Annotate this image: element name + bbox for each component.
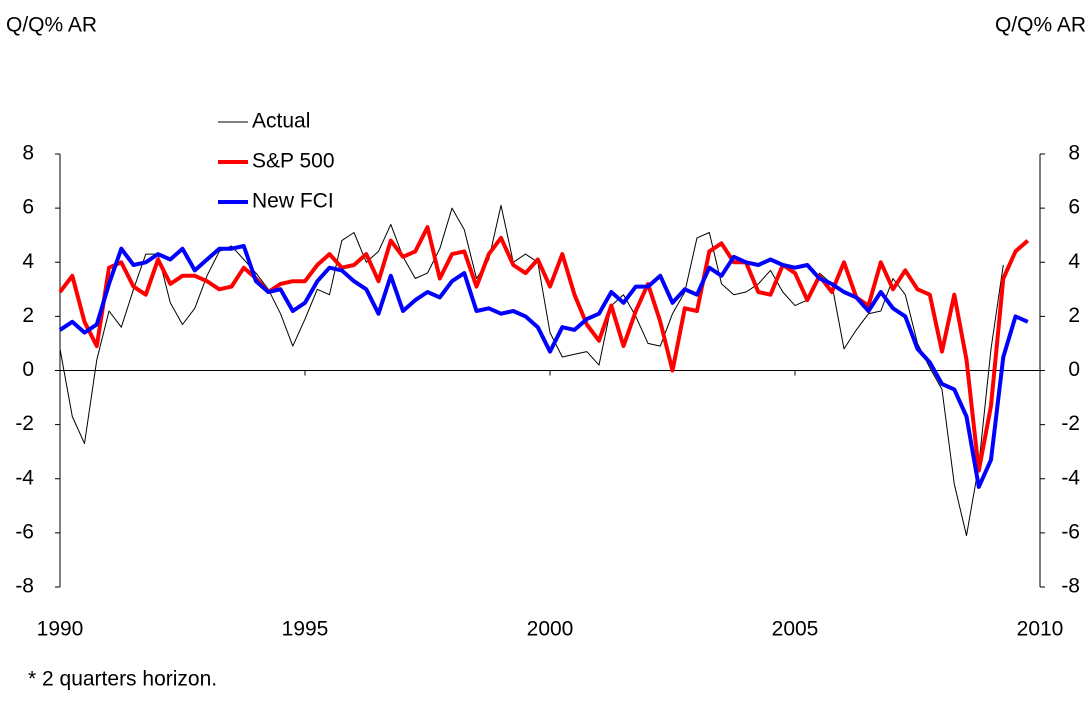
y2-tick-label: 0 bbox=[1068, 358, 1080, 381]
y-tick-label: 0 bbox=[22, 358, 34, 381]
y2-tick-label: -2 bbox=[1061, 412, 1080, 435]
y2-tick-label: -4 bbox=[1061, 466, 1080, 489]
y2-axis-label: Q/Q% AR bbox=[995, 14, 1086, 37]
legend-label: S&P 500 bbox=[252, 150, 335, 173]
series-line bbox=[58, 225, 1030, 473]
y-tick-label: -2 bbox=[15, 412, 34, 435]
y2-tick-label: -6 bbox=[1061, 520, 1080, 543]
y2-tick-label: -8 bbox=[1061, 575, 1080, 598]
y-tick-label: 4 bbox=[22, 250, 34, 273]
y2-tick-label: 6 bbox=[1068, 196, 1080, 219]
y-tick-label: 2 bbox=[22, 304, 34, 327]
x-tick-label: 2005 bbox=[772, 618, 819, 641]
y-axis-label: Q/Q% AR bbox=[6, 14, 97, 37]
footnote: * 2 quarters horizon. bbox=[28, 668, 217, 691]
y-tick-label: -4 bbox=[15, 466, 34, 489]
y2-tick-label: 2 bbox=[1068, 304, 1080, 327]
y-tick-label: 8 bbox=[22, 142, 34, 165]
x-tick-label: 2000 bbox=[527, 618, 574, 641]
x-tick-label: 2010 bbox=[1017, 618, 1064, 641]
series-line bbox=[58, 244, 1029, 489]
legend-label: New FCI bbox=[252, 190, 334, 213]
y2-tick-label: 4 bbox=[1068, 250, 1080, 273]
legend-label: Actual bbox=[252, 110, 310, 133]
x-tick-label: 1995 bbox=[282, 618, 329, 641]
y-tick-label: -6 bbox=[15, 520, 34, 543]
series-line bbox=[59, 204, 1004, 537]
y-tick-label: -8 bbox=[15, 575, 34, 598]
y2-tick-label: 8 bbox=[1068, 142, 1080, 165]
y-tick-label: 6 bbox=[22, 196, 34, 219]
x-tick-label: 1990 bbox=[37, 618, 84, 641]
